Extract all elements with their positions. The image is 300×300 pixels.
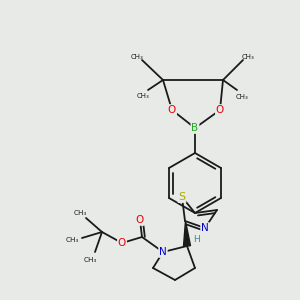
Text: N: N [159, 247, 167, 257]
Text: O: O [118, 238, 126, 248]
Text: H: H [193, 235, 200, 244]
Text: N: N [201, 223, 209, 233]
Text: CH₃: CH₃ [236, 94, 248, 100]
Text: O: O [216, 105, 224, 115]
Text: B: B [191, 123, 199, 133]
Text: S: S [178, 192, 186, 202]
Polygon shape [184, 221, 190, 246]
Text: CH₃: CH₃ [242, 54, 254, 60]
Text: CH₃: CH₃ [83, 257, 97, 263]
Text: O: O [136, 215, 144, 225]
Text: CH₃: CH₃ [130, 54, 143, 60]
Text: CH₃: CH₃ [65, 237, 79, 243]
Text: CH₃: CH₃ [73, 210, 87, 216]
Text: CH₃: CH₃ [136, 93, 149, 99]
Text: O: O [168, 105, 176, 115]
